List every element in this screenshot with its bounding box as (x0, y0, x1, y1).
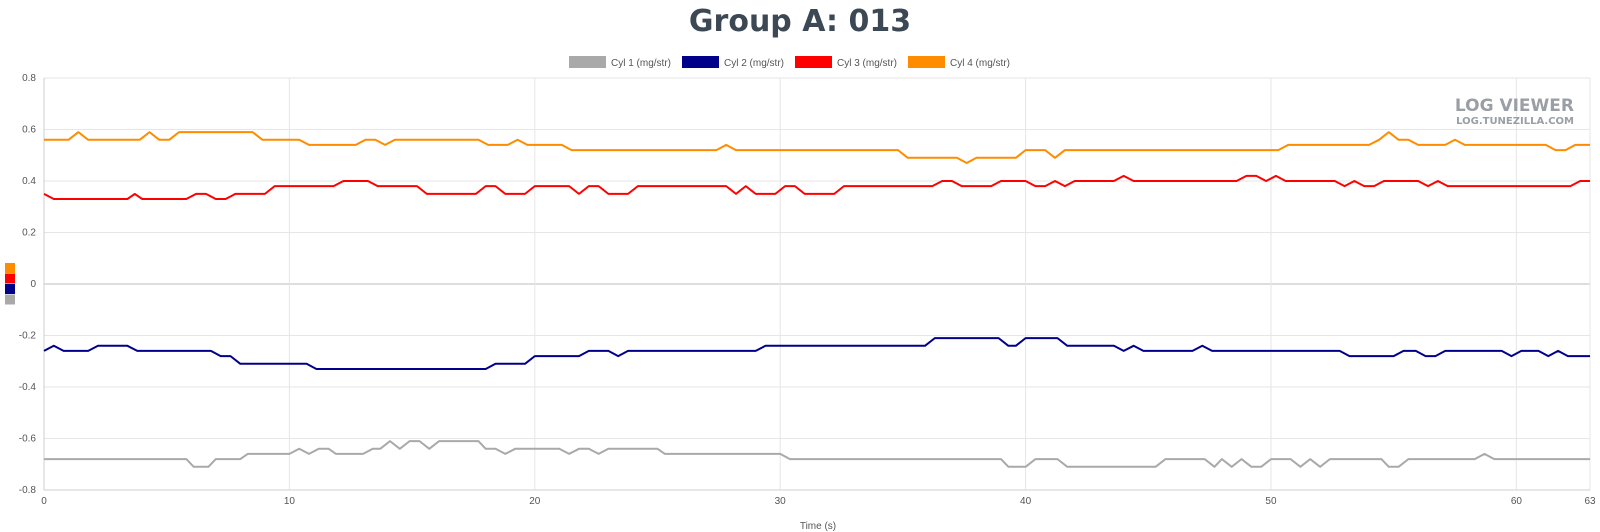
y-tick-label: 0.8 (22, 73, 36, 84)
y-tick-label: -0.4 (19, 382, 37, 393)
y-axis: 0.8 0.6 0.4 0.2 0 -0.2 -0.4 -0.6 -0.8 (19, 73, 37, 496)
series-markers (5, 263, 15, 305)
watermark-url: LOG.TUNEZILLA.COM (1456, 116, 1574, 127)
grid (43, 77, 1591, 491)
series-line-cyl-1 (44, 440, 1590, 468)
series-line-cyl-4 (44, 131, 1590, 164)
series-marker-cyl-1 (5, 294, 15, 305)
x-axis-label: Time (s) (800, 521, 836, 532)
series-marker-cyl-4 (5, 263, 15, 273)
y-tick-label: -0.8 (19, 485, 37, 496)
x-tick-label: 10 (284, 496, 296, 507)
y-tick-label: 0.4 (22, 176, 36, 187)
x-tick-label: 40 (1020, 496, 1032, 507)
x-tick-label: 0 (41, 496, 47, 507)
legend-swatch (908, 56, 945, 68)
watermark-title: LOG VIEWER (1455, 96, 1574, 116)
legend-swatch (569, 56, 606, 68)
y-tick-label: 0 (30, 279, 36, 290)
legend-label: Cyl 2 (mg/str) (724, 58, 784, 69)
legend-swatch (795, 56, 832, 68)
series-lines (43, 131, 1590, 468)
legend[interactable]: Cyl 1 (mg/str) Cyl 2 (mg/str) Cyl 3 (mg/st… (569, 56, 1010, 69)
x-tick-label: 60 (1511, 496, 1523, 507)
legend-label: Cyl 3 (mg/str) (837, 58, 897, 69)
x-tick-label: 50 (1265, 496, 1277, 507)
legend-label: Cyl 1 (mg/str) (611, 58, 671, 69)
legend-swatch (682, 56, 719, 68)
series-line-cyl-2 (43, 337, 1590, 370)
legend-item-cyl-2[interactable]: Cyl 2 (mg/str) (682, 56, 784, 69)
x-axis: 0 10 20 30 40 50 60 63 (41, 496, 1596, 507)
x-tick-label: 20 (529, 496, 541, 507)
series-marker-cyl-2 (5, 284, 15, 294)
legend-item-cyl-1[interactable]: Cyl 1 (mg/str) (569, 56, 671, 69)
y-tick-label: -0.6 (19, 434, 37, 445)
x-tick-label: 63 (1584, 496, 1596, 507)
y-tick-label: 0.2 (22, 228, 36, 239)
page-title: Group A: 013 (688, 4, 912, 39)
legend-item-cyl-3[interactable]: Cyl 3 (mg/str) (795, 56, 897, 69)
series-marker-cyl-3 (5, 273, 15, 284)
series-line-cyl-3 (43, 174, 1590, 200)
legend-label: Cyl 4 (mg/str) (950, 58, 1010, 69)
y-tick-label: 0.6 (22, 125, 36, 136)
y-tick-label: -0.2 (19, 331, 37, 342)
x-tick-label: 30 (775, 496, 787, 507)
legend-item-cyl-4[interactable]: Cyl 4 (mg/str) (908, 56, 1010, 69)
